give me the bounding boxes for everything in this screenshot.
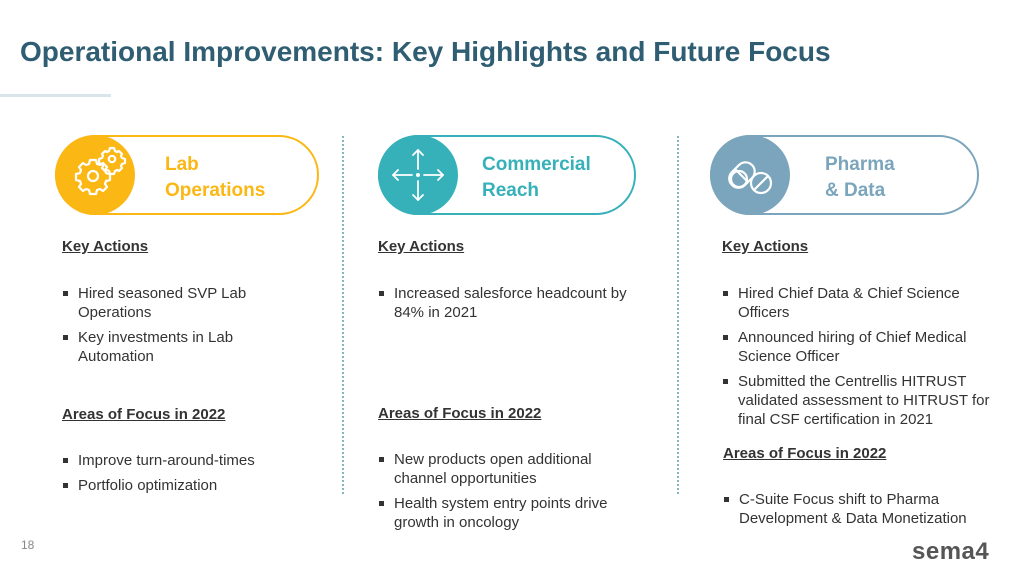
commercial-key-actions-heading: Key Actions xyxy=(378,238,465,255)
list-item: Hired seasoned SVP Lab Operations xyxy=(62,284,302,322)
arrows-outward-icon xyxy=(392,149,444,201)
list-item: Announced hiring of Chief Medical Scienc… xyxy=(722,328,992,366)
list-item: Submitted the Centrellis HITRUST validat… xyxy=(722,372,992,429)
page-title: Operational Improvements: Key Highlights… xyxy=(20,36,831,67)
commercial-reach-pill: Commercial Reach xyxy=(378,135,636,215)
lab-key-actions-heading: Key Actions xyxy=(62,238,149,255)
pharma-focus-list: C-Suite Focus shift to Pharma Developmen… xyxy=(723,490,973,534)
lab-focus-heading: Areas of Focus in 2022 xyxy=(62,406,226,423)
gears-icon xyxy=(74,146,127,196)
pharma-key-actions-heading: Key Actions xyxy=(722,238,809,255)
commercial-reach-label: Commercial Reach xyxy=(482,152,591,204)
list-item: Portfolio optimization xyxy=(62,476,312,495)
pill-label-line: Commercial xyxy=(482,154,591,175)
commercial-focus-list: New products open additional channel opp… xyxy=(378,450,628,538)
list-item: Health system entry points drive growth … xyxy=(378,494,628,532)
lab-operations-label: Lab Operations xyxy=(165,152,265,204)
pharma-key-actions-list: Hired Chief Data & Chief Science Officer… xyxy=(722,284,992,435)
pill-label-line: Pharma xyxy=(825,154,895,175)
pill-label-line: Lab xyxy=(165,154,199,175)
pills-icon xyxy=(728,161,773,195)
lab-key-actions-list: Hired seasoned SVP Lab Operations Key in… xyxy=(62,284,302,372)
commercial-reach-icon-circle xyxy=(378,135,458,215)
sema4-logo: sema4 xyxy=(912,538,990,565)
pill-label-line: & Data xyxy=(825,180,886,201)
lab-operations-pill: Lab Operations xyxy=(55,135,319,215)
commercial-focus-heading: Areas of Focus in 2022 xyxy=(378,405,542,422)
list-item: New products open additional channel opp… xyxy=(378,450,628,488)
lab-focus-list: Improve turn-around-times Portfolio opti… xyxy=(62,451,312,501)
pharma-data-icon-circle xyxy=(710,135,790,215)
list-item: Increased salesforce headcount by 84% in… xyxy=(378,284,628,322)
pharma-data-pill: Pharma & Data xyxy=(710,135,979,215)
pill-label-line: Operations xyxy=(165,180,266,201)
pharma-data-label: Pharma & Data xyxy=(825,152,895,204)
list-item: C-Suite Focus shift to Pharma Developmen… xyxy=(723,490,973,528)
column-divider-1 xyxy=(342,136,344,494)
commercial-key-actions-list: Increased salesforce headcount by 84% in… xyxy=(378,284,628,328)
list-item: Hired Chief Data & Chief Science Officer… xyxy=(722,284,992,322)
title-underline-accent xyxy=(0,94,111,97)
page-number: 18 xyxy=(21,538,35,552)
list-item: Improve turn-around-times xyxy=(62,451,312,470)
pill-label-line: Reach xyxy=(482,180,540,201)
column-divider-2 xyxy=(677,136,679,494)
pharma-focus-heading: Areas of Focus in 2022 xyxy=(723,445,887,462)
lab-operations-icon-circle xyxy=(55,135,135,215)
list-item: Key investments in Lab Automation xyxy=(62,328,302,366)
